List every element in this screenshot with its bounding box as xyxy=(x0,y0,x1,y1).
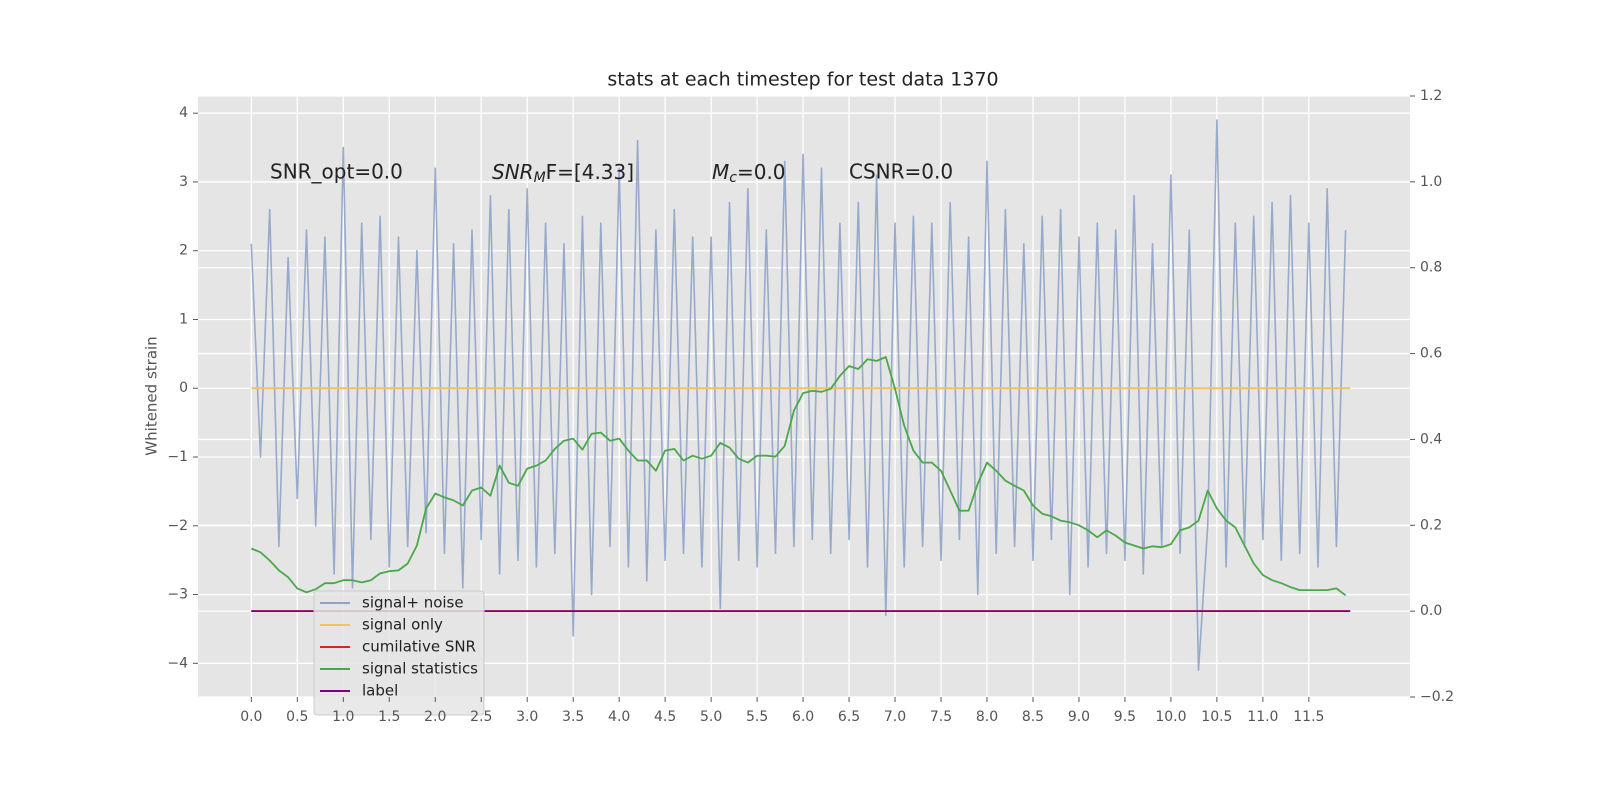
y-tick-label: −2 xyxy=(167,518,188,534)
x-tick-label: 9.5 xyxy=(1114,709,1136,725)
y-tick-label: 0 xyxy=(179,380,188,396)
y2-tick-label: 0.8 xyxy=(1420,260,1442,276)
chart-title: stats at each timestep for test data 137… xyxy=(607,69,998,91)
annotation-sub: c xyxy=(729,170,737,186)
y-tick-label: −3 xyxy=(167,587,188,603)
annotation-part: =0.0 xyxy=(737,160,786,184)
x-tick-label: 8.0 xyxy=(976,709,998,725)
series-line xyxy=(250,119,1347,671)
x-tick-label: 0.5 xyxy=(286,709,308,725)
y2-tick-label: 0.0 xyxy=(1420,603,1442,619)
x-tick-label: 4.5 xyxy=(654,709,676,725)
y2-tick-label: 0.6 xyxy=(1420,346,1442,362)
x-tick-label: 11.0 xyxy=(1247,709,1278,725)
legend-label: signal+ noise xyxy=(362,594,464,612)
legend-box xyxy=(313,590,485,716)
legend-label: signal only xyxy=(362,616,443,634)
legend-label: cumilative SNR xyxy=(362,638,476,656)
y-tick-label: −4 xyxy=(167,655,188,671)
legend-label: signal statistics xyxy=(362,660,478,678)
annotation-part: M xyxy=(712,160,729,184)
annotation-part: F=[4.33] xyxy=(546,160,634,184)
y2-tick-label: 1.0 xyxy=(1420,174,1442,190)
x-tick-label: 2.0 xyxy=(424,709,446,725)
y2-tick-label: 1.2 xyxy=(1420,88,1442,104)
x-tick-label: 6.0 xyxy=(792,709,814,725)
x-tick-label: 5.0 xyxy=(700,709,722,725)
x-tick-label: 2.5 xyxy=(470,709,492,725)
x-tick-label: 0.0 xyxy=(240,709,262,725)
y2-tick-label: 0.2 xyxy=(1420,517,1442,533)
x-tick-label: 7.0 xyxy=(884,709,906,725)
x-tick-label: 3.5 xyxy=(562,709,584,725)
y2-tick-label: −0.2 xyxy=(1420,689,1454,705)
y-tick-label: 2 xyxy=(179,243,188,259)
x-tick-label: 10.0 xyxy=(1155,709,1186,725)
annotation: CSNR=0.0 xyxy=(849,160,953,184)
annotation-sub: M xyxy=(534,170,546,186)
y2-tick-label: 0.4 xyxy=(1420,431,1442,447)
y-axis-label: Whitened strain xyxy=(143,336,161,455)
x-tick-label: 1.0 xyxy=(332,709,354,725)
x-tick-label: 8.5 xyxy=(1022,709,1044,725)
y-tick-label: 4 xyxy=(179,105,188,121)
series-line xyxy=(250,356,1347,597)
x-tick-label: 5.5 xyxy=(746,709,768,725)
y-tick-label: 3 xyxy=(179,174,188,190)
x-tick-label: 6.5 xyxy=(838,709,860,725)
annotation: SNRMF=[4.33] xyxy=(492,160,634,187)
y-tick-label: 1 xyxy=(179,311,188,327)
x-tick-label: 3.0 xyxy=(516,709,538,725)
legend-label: label xyxy=(362,682,398,700)
x-tick-label: 4.0 xyxy=(608,709,630,725)
annotation: SNR_opt=0.0 xyxy=(270,160,403,184)
x-tick-label: 1.5 xyxy=(378,709,400,725)
x-tick-label: 11.5 xyxy=(1293,709,1324,725)
y-tick-label: −1 xyxy=(167,449,188,465)
x-tick-label: 10.5 xyxy=(1201,709,1232,725)
x-tick-label: 7.5 xyxy=(930,709,952,725)
annotation: Mc=0.0 xyxy=(712,160,786,187)
legend: signal+ noise signal only cumilative SNR si… xyxy=(313,590,485,716)
x-tick-label: 9.0 xyxy=(1068,709,1090,725)
annotation-part: SNR xyxy=(492,160,534,184)
